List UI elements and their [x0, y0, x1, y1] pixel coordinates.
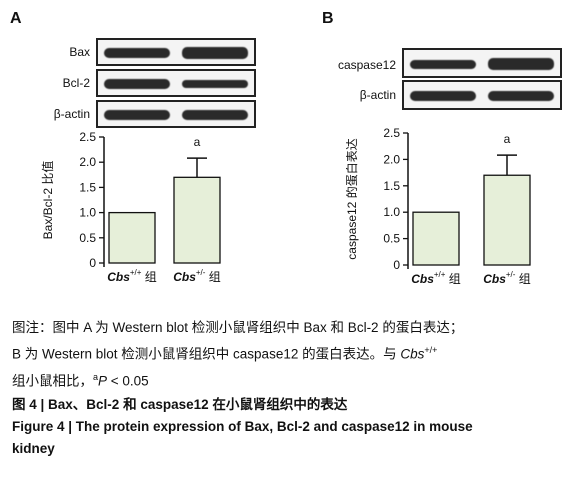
panel-b-letter: B: [322, 10, 334, 27]
y-tick-label: 1.0: [79, 206, 96, 220]
band-casp-wt: [410, 60, 476, 69]
caption-title-cn: 图 4 | Bax、Bcl-2 和 caspase12 在小鼠肾组织中的表达: [12, 397, 348, 412]
y-tick-label: 0: [393, 258, 400, 272]
band-bcl2-wt: [104, 79, 170, 89]
band-actin-a-het: [182, 110, 248, 120]
band-bcl2-het: [182, 80, 248, 88]
band-bax-wt: [104, 48, 170, 58]
y-tick-label: 1.5: [79, 180, 96, 194]
y-tick-label: 2.0: [383, 152, 400, 166]
caption-cbs-italic: Cbs: [400, 346, 425, 362]
caption-note-line3: 组小鼠相比，aP < 0.05: [12, 366, 578, 393]
y-tick-label: 2.5: [79, 130, 96, 144]
caption-note-line3-text: 组小鼠相比，: [12, 373, 93, 388]
blot-bcl2: [96, 69, 256, 97]
bar: [412, 211, 460, 266]
blot-label-actin-a: β-actin: [53, 107, 90, 121]
y-tick-label: 1.0: [383, 205, 400, 219]
y-axis-label: caspase12 的蛋白表达: [346, 138, 359, 259]
band-actin-b-wt: [410, 91, 476, 101]
y-tick-label: 2.5: [383, 126, 400, 140]
caption-title-en-line1: Figure 4 | The protein expression of Bax…: [12, 419, 473, 434]
x-tick-label: Cbs+/- 组: [483, 270, 531, 286]
blot-actin-b: [402, 80, 562, 110]
band-actin-b-het: [488, 91, 554, 101]
figure-caption: 图注：图中 A 为 Western blot 检测小鼠肾组织中 Bax 和 Bc…: [12, 317, 578, 460]
caption-title-en-line2: kidney: [12, 441, 55, 456]
caption-cbs-sup: +/+: [424, 345, 438, 355]
bar: [108, 211, 156, 264]
panel-a-letter: A: [10, 10, 22, 27]
x-tick-label: Cbs+/- 组: [173, 268, 221, 284]
band-actin-a-wt: [104, 110, 170, 120]
y-axis-label: Bax/Bcl-2 比值: [40, 161, 55, 240]
blot-label-actin-b: β-actin: [359, 88, 396, 102]
blot-label-bax: Bax: [69, 45, 90, 59]
chart-a: 0 0.5 1.0 1.5 2.0 2.5 Bax/Bcl-2 比值 Cbs+/+ 组 a Cbs…: [40, 130, 221, 284]
blot-actin-a: [96, 100, 256, 128]
caption-note-line2: B 为 Western blot 检测小鼠肾组织中 caspase12 的蛋白表…: [12, 339, 578, 366]
y-tick-label: 2.0: [79, 155, 96, 169]
y-tick-label: 1.5: [383, 179, 400, 193]
band-bax-het: [182, 47, 248, 59]
y-tick-label: 0: [89, 256, 96, 270]
band-casp-het: [488, 58, 554, 70]
blot-caspase12: [402, 48, 562, 78]
y-tick-label: 0.5: [383, 232, 400, 246]
blot-bax: [96, 38, 256, 66]
caption-p-value: < 0.05: [107, 373, 149, 388]
bar: [483, 174, 531, 266]
bar: [173, 176, 221, 264]
chart-b: 0 0.5 1.0 1.5 2.0 2.5 caspase12 的蛋白表达 Cbs+/+ 组 a…: [346, 126, 531, 286]
x-tick-label: Cbs+/+ 组: [107, 268, 157, 284]
x-tick-label: Cbs+/+ 组: [411, 270, 461, 286]
significance-label: a: [504, 132, 511, 146]
caption-p-italic: P: [98, 373, 108, 388]
caption-a-sup: a: [93, 371, 99, 382]
caption-note-line1: 图注：图中 A 为 Western blot 检测小鼠肾组织中 Bax 和 Bc…: [12, 320, 464, 335]
y-tick-label: 0.5: [79, 231, 96, 245]
blot-label-caspase12: caspase12: [337, 58, 396, 72]
caption-note-line2-text: B 为 Western blot 检测小鼠肾组织中 caspase12 的蛋白表…: [12, 346, 401, 362]
blot-label-bcl2: Bcl-2: [62, 76, 90, 90]
significance-label: a: [194, 135, 201, 149]
